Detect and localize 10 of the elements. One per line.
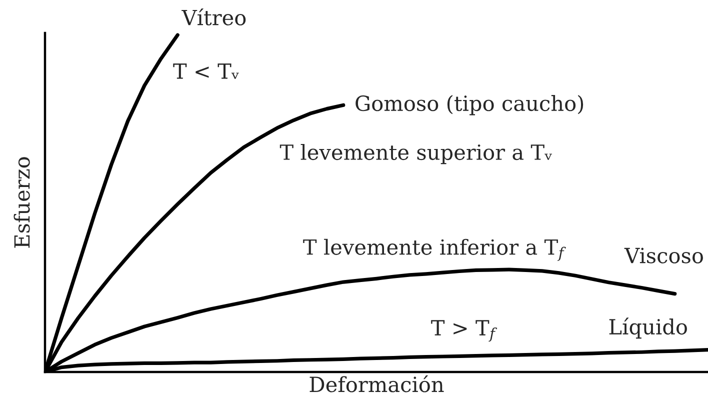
series-label: Líquido xyxy=(609,318,687,339)
series-label: Vítreo xyxy=(182,8,246,26)
annotation: T levemente inferior a T$_{f}$ xyxy=(303,238,566,261)
annotation: T > T$_{f}$ xyxy=(431,320,498,342)
annotation: T < Tᵥ xyxy=(173,64,239,79)
y-axis-title: Esfuerzo xyxy=(14,157,30,248)
x-axis-title: Deformación xyxy=(310,375,444,392)
annotation: T levemente superior a Tᵥ xyxy=(280,144,552,164)
series-label: Viscoso xyxy=(624,248,703,264)
series-label: Gomoso (tipo caucho) xyxy=(356,95,584,116)
